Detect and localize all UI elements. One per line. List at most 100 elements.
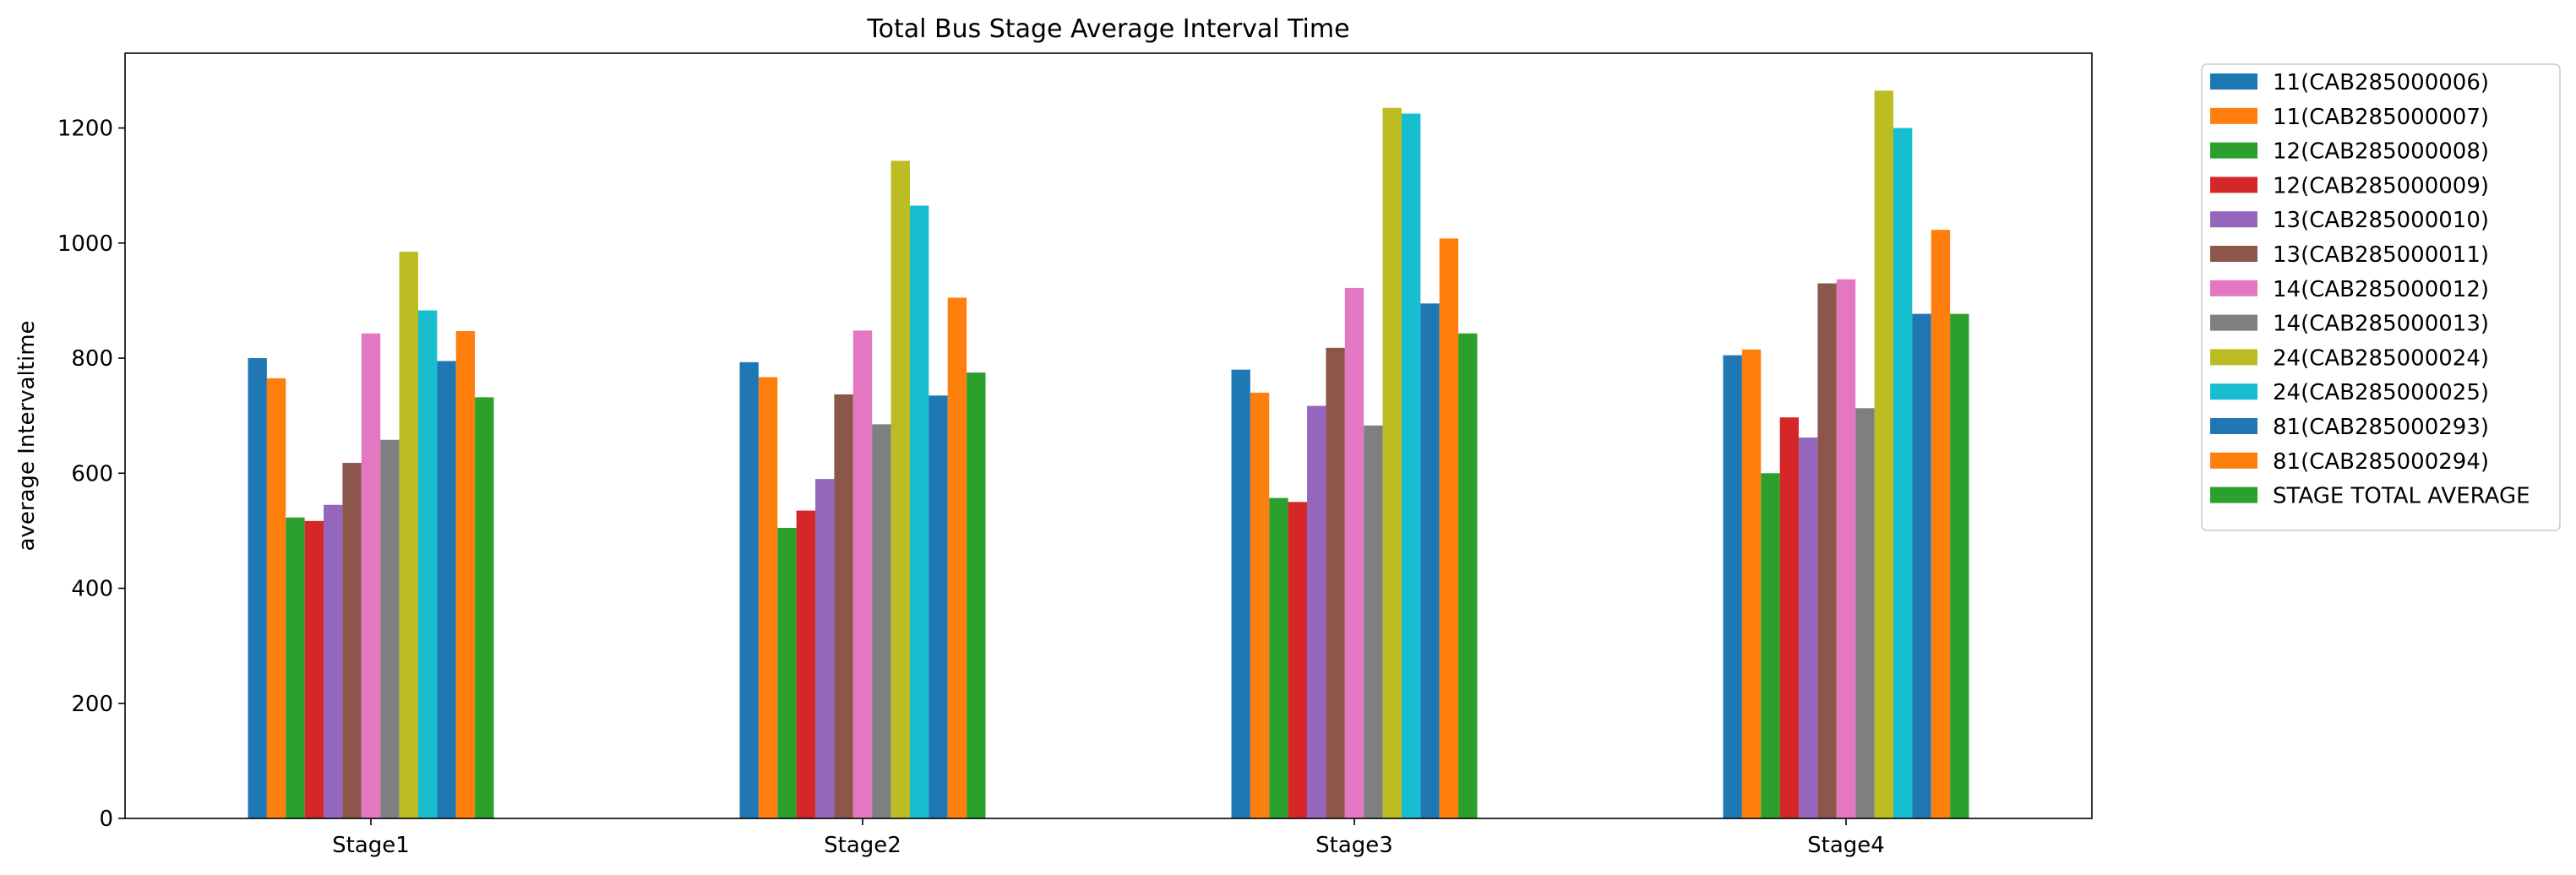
plot-area	[248, 90, 1969, 819]
x-tick-label: Stage4	[1807, 833, 1885, 858]
bar	[455, 331, 476, 818]
legend: 11(CAB285000006) 11(CAB285000007) 12(CAB28…	[2201, 63, 2561, 531]
bar	[248, 358, 267, 818]
bar	[1326, 347, 1345, 818]
legend-items: 11(CAB285000006) 11(CAB285000007) 12(CAB28…	[2210, 70, 2530, 509]
legend-swatch	[2210, 452, 2257, 469]
y-tick-label: 200	[71, 692, 113, 717]
bar	[777, 527, 797, 818]
y-tick-label: 0	[99, 807, 113, 832]
legend-label: 12(CAB285000008)	[2273, 139, 2489, 165]
bar	[872, 424, 891, 818]
legend-swatch	[2210, 73, 2257, 90]
bar	[929, 395, 948, 818]
x-axis: Stage1 Stage2 Stage3 Stage4	[332, 818, 1885, 858]
legend-swatch	[2210, 246, 2257, 262]
bar	[815, 479, 835, 818]
x-tick-label: Stage2	[824, 833, 901, 858]
bar	[437, 361, 456, 818]
bar	[1741, 349, 1762, 818]
legend-swatch	[2210, 383, 2257, 400]
legend-label: 11(CAB285000007)	[2273, 105, 2489, 130]
bar	[304, 520, 324, 818]
bar	[1893, 128, 1913, 818]
bar	[324, 504, 343, 818]
bar	[1307, 405, 1326, 818]
legend-label: 11(CAB285000006)	[2273, 70, 2489, 95]
bar	[361, 333, 381, 818]
y-tick-label: 800	[71, 346, 113, 372]
bar	[1269, 497, 1288, 818]
series-group	[361, 279, 1856, 819]
bar	[947, 297, 967, 818]
bar	[1836, 279, 1856, 819]
y-tick-label: 1200	[57, 117, 113, 142]
legend-swatch	[2210, 211, 2257, 228]
bar	[1288, 502, 1308, 818]
y-tick-label: 400	[71, 577, 113, 602]
y-axis: 0 200 400 600 800 1000 1200	[57, 117, 125, 832]
bar	[1855, 408, 1875, 818]
legend-frame	[2201, 63, 2561, 531]
bar	[1723, 355, 1742, 818]
series-group	[304, 417, 1800, 818]
series-group	[380, 408, 1875, 818]
x-tick-label: Stage1	[332, 833, 410, 858]
bar	[380, 439, 400, 818]
bar	[1344, 287, 1364, 818]
legend-label: 81(CAB285000293)	[2273, 415, 2489, 440]
series-group	[475, 313, 1969, 819]
bar	[1250, 392, 1270, 818]
bar	[1401, 113, 1421, 818]
chart-title: Total Bus Stage Average Interval Time	[866, 14, 1349, 44]
series-group	[342, 283, 1837, 819]
bar	[266, 378, 286, 818]
bar	[852, 330, 873, 819]
bar	[758, 377, 778, 818]
bar	[1799, 438, 1818, 818]
bar	[1420, 303, 1440, 818]
series-group	[455, 230, 1951, 819]
bar	[1364, 425, 1383, 818]
bar	[286, 517, 305, 818]
plot-frame	[124, 52, 2093, 819]
bar	[1779, 417, 1800, 818]
legend-swatch	[2210, 280, 2257, 296]
legend-label: STAGE TOTAL AVERAGE	[2273, 484, 2530, 509]
legend-label: 14(CAB285000012)	[2273, 277, 2489, 302]
bar	[1439, 238, 1459, 819]
bar	[890, 160, 910, 818]
bar	[1231, 369, 1250, 818]
bar	[796, 510, 816, 818]
series-group	[324, 405, 1818, 818]
bar	[834, 394, 853, 818]
y-tick-label: 1000	[57, 231, 113, 257]
bar	[967, 372, 986, 818]
bar	[1912, 313, 1931, 819]
legend-swatch	[2210, 107, 2257, 124]
bar	[1761, 473, 1780, 818]
legend-swatch	[2210, 142, 2257, 159]
bar	[399, 252, 418, 818]
legend-label: 24(CAB285000024)	[2273, 345, 2489, 371]
bar	[1817, 283, 1837, 819]
legend-label: 13(CAB285000011)	[2273, 242, 2489, 268]
bar	[1874, 90, 1893, 818]
legend-label: 24(CAB285000025)	[2273, 380, 2489, 405]
series-group	[399, 90, 1893, 818]
legend-swatch	[2210, 349, 2257, 366]
legend-swatch	[2210, 486, 2257, 503]
series-group	[417, 113, 1913, 818]
legend-swatch	[2210, 418, 2257, 434]
x-tick-label: Stage3	[1315, 833, 1393, 858]
bar	[342, 463, 362, 818]
bar	[1931, 230, 1951, 818]
bar	[739, 361, 759, 818]
legend-label: 12(CAB285000009)	[2273, 173, 2489, 198]
bar	[1458, 333, 1478, 818]
legend-swatch	[2210, 177, 2257, 193]
bar	[1950, 313, 1969, 819]
bar	[1382, 107, 1402, 818]
y-axis-label: average Intervaltime	[14, 320, 40, 551]
